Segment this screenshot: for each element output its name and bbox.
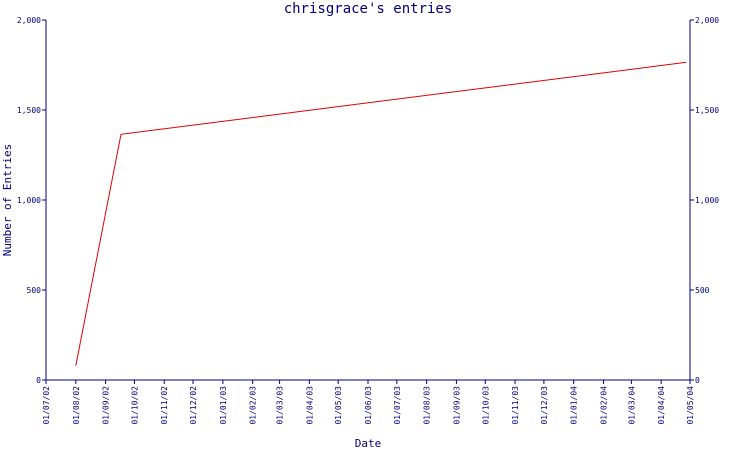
x-tick-label: 01/08/02 <box>72 386 81 425</box>
x-tick-label: 01/07/02 <box>42 386 51 425</box>
x-tick-label: 01/03/03 <box>276 386 285 425</box>
x-tick-label: 01/04/03 <box>305 386 314 425</box>
x-tick-label: 01/06/03 <box>364 386 373 425</box>
x-tick-label: 01/09/03 <box>452 386 461 425</box>
x-tick-label: 01/08/03 <box>423 386 432 425</box>
x-tick-label: 01/01/04 <box>570 386 579 425</box>
x-tick-label: 01/10/03 <box>481 386 490 425</box>
y-tick-label-left: 0 <box>36 376 41 385</box>
x-tick-label: 01/10/02 <box>130 386 139 425</box>
x-tick-label: 01/02/03 <box>249 386 258 425</box>
y-tick-label-left: 500 <box>27 286 42 295</box>
series-group <box>75 61 687 366</box>
y-axis-ticks-left: 0 500 1,000 1,500 2,000 <box>17 16 46 385</box>
x-axis-label: Date <box>355 437 382 450</box>
x-tick-label: 01/11/02 <box>160 386 169 425</box>
y-tick-label-right: 1,000 <box>695 196 719 205</box>
chart-title: chrisgrace's entries <box>284 1 453 17</box>
y-tick-label-left: 1,500 <box>17 106 41 115</box>
y-tick-label-left: 1,000 <box>17 196 41 205</box>
y-tick-label-left: 2,000 <box>17 16 41 25</box>
x-tick-label: 01/05/03 <box>334 386 343 425</box>
x-tick-label: 01/03/04 <box>627 386 636 425</box>
y-tick-label-right: 1,500 <box>695 106 719 115</box>
x-axis-ticks: 01/07/02 01/08/02 01/09/02 01/10/02 01/11/02… <box>42 380 695 425</box>
x-tick-label: 01/05/04 <box>686 386 695 425</box>
x-tick-label: 01/04/04 <box>657 386 666 425</box>
x-tick-label: 01/02/04 <box>599 386 608 425</box>
y-axis-label: Number of Entries <box>1 144 14 257</box>
x-tick-label: 01/11/03 <box>511 386 520 425</box>
x-tick-label: 01/09/02 <box>102 386 111 425</box>
x-tick-label: 01/01/03 <box>219 386 228 425</box>
y-tick-label-right: 500 <box>695 286 710 295</box>
x-tick-label: 01/12/02 <box>189 386 198 425</box>
x-tick-label: 01/12/03 <box>540 386 549 425</box>
y-axis-ticks-right: 0 500 1,000 1,500 2,000 <box>690 16 719 385</box>
x-tick-label: 01/07/03 <box>393 386 402 425</box>
series-line <box>75 61 687 366</box>
y-tick-label-right: 0 <box>695 376 700 385</box>
y-tick-label-right: 2,000 <box>695 16 719 25</box>
